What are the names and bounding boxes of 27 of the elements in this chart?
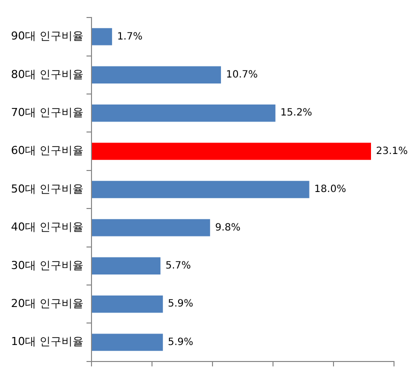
y-tick-label: 90대 인구비율 [10, 30, 84, 43]
y-tick-label: 80대 인구비율 [10, 68, 84, 81]
y-tick-label: 20대 인구비율 [10, 296, 84, 310]
data-label: 15.2% [280, 108, 312, 119]
data-label: 23.1% [376, 146, 408, 157]
y-tick-label: 30대 인구비율 [10, 258, 84, 272]
bar [92, 180, 310, 198]
data-label: 5.9% [168, 298, 194, 310]
y-tick-label: 70대 인구비율 [10, 106, 84, 119]
bar [92, 219, 210, 236]
data-label: 9.8% [215, 222, 240, 234]
data-label: 18.0% [314, 184, 346, 196]
bar [92, 142, 372, 160]
bar [92, 28, 112, 46]
bar [92, 104, 276, 122]
bar [92, 257, 160, 274]
bar [92, 296, 163, 313]
y-tick-label: 10대 인구비율 [10, 335, 84, 348]
data-label: 5.7% [165, 260, 191, 272]
bar [92, 334, 163, 351]
y-tick-label: 50대 인구비율 [10, 182, 84, 196]
y-tick-label: 40대 인구비율 [10, 220, 84, 234]
bar [92, 66, 221, 84]
data-label: 1.7% [117, 31, 142, 42]
data-label: 10.7% [226, 69, 258, 80]
data-label: 5.9% [168, 336, 194, 348]
y-tick-label: 60대 인구비율 [10, 144, 84, 158]
